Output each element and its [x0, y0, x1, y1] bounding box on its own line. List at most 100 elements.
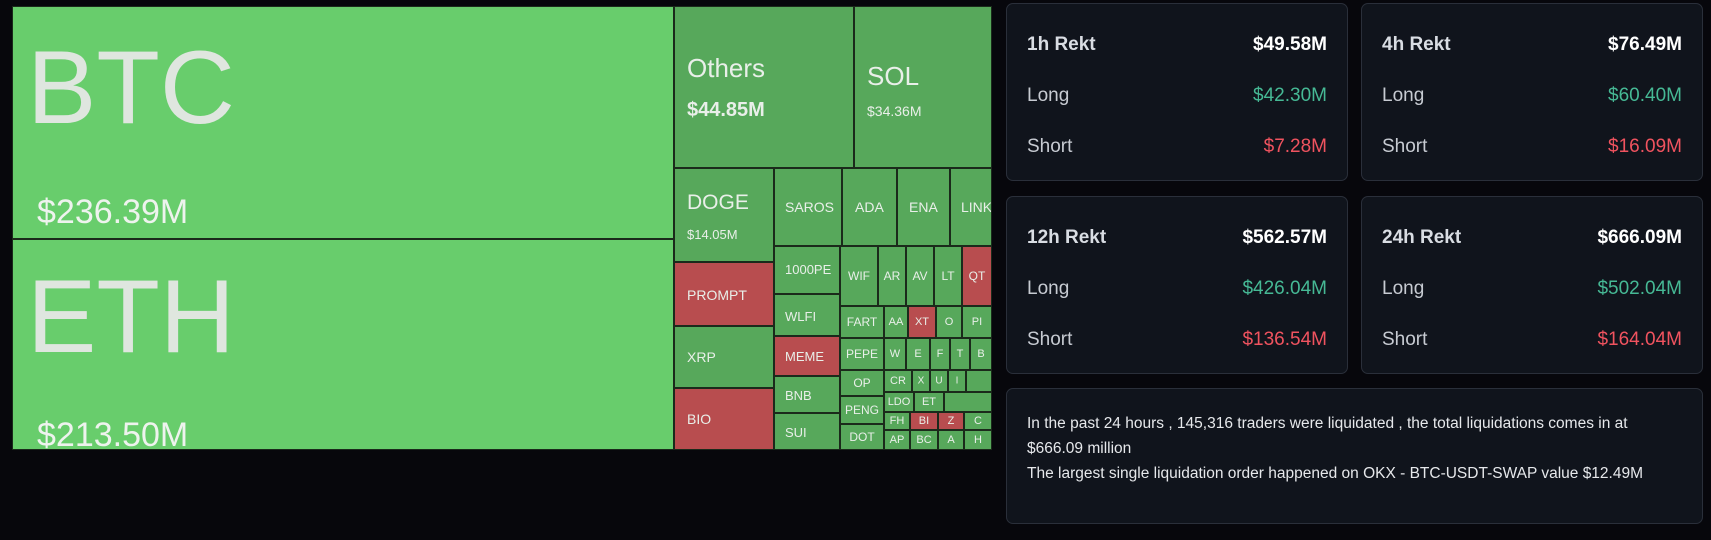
long-value: $426.04M [1242, 278, 1327, 299]
card-24h-rekt: 24h Rekt $666.09M Long $502.04M Short $164.… [1361, 196, 1703, 374]
tile-symbol: DOT [849, 430, 875, 444]
long-label: Long [1382, 85, 1425, 106]
tile-pepe[interactable]: PEPE [840, 338, 884, 370]
tile-ena[interactable]: ENA [897, 168, 950, 246]
tile-symbol: ETH [27, 259, 235, 375]
card-title: 12h Rekt [1027, 227, 1107, 248]
tile-cr[interactable]: CR [884, 370, 912, 392]
long-label: Long [1027, 85, 1070, 106]
tile-sol[interactable]: SOL $34.36M [854, 6, 992, 168]
tile-saros[interactable]: SAROS [774, 168, 842, 246]
tile-peng[interactable]: PENG [840, 396, 884, 424]
tile-symbol: BI [918, 415, 930, 427]
tile-sui[interactable]: SUI [774, 413, 840, 450]
tile-xt[interactable]: XT [908, 306, 936, 338]
tile-et[interactable]: ET [914, 392, 944, 412]
tile-others[interactable]: Others $44.85M [674, 6, 854, 168]
tile-f[interactable]: F [930, 338, 950, 370]
tile-dot[interactable]: DOT [840, 424, 884, 450]
card-title: 1h Rekt [1027, 34, 1096, 55]
long-value: $502.04M [1597, 278, 1682, 299]
tile-wif[interactable]: WIF [840, 246, 878, 306]
tile-symbol: XRP [687, 349, 716, 365]
tile-ada[interactable]: ADA [842, 168, 897, 246]
tile-doge[interactable]: DOGE $14.05M [674, 168, 774, 262]
tile-qt[interactable]: QT [962, 246, 992, 306]
short-value: $164.04M [1597, 329, 1682, 350]
tile-o[interactable]: O [936, 306, 962, 338]
tile-symbol: SUI [785, 425, 807, 440]
card-1h-rekt: 1h Rekt $49.58M Long $42.30M Short $7.28M [1006, 3, 1348, 181]
card-total: $666.09M [1597, 227, 1682, 248]
tile-u[interactable]: U [930, 370, 948, 392]
short-value: $16.09M [1608, 136, 1682, 157]
tile-b[interactable]: B [970, 338, 992, 370]
tile-meme[interactable]: MEME [774, 336, 840, 376]
card-12h-rekt: 12h Rekt $562.57M Long $426.04M Short $136.… [1006, 196, 1348, 374]
tile-lt[interactable]: LT [934, 246, 962, 306]
tile-symbol: FART [846, 315, 878, 329]
card-total: $562.57M [1242, 227, 1327, 248]
tile-symbol: DOGE [687, 191, 749, 214]
tile-bi[interactable]: BI [910, 412, 938, 430]
tile-av[interactable]: AV [906, 246, 934, 306]
tile-link[interactable]: LINK [950, 168, 992, 246]
tile-ldo[interactable]: LDO [884, 392, 914, 412]
long-label: Long [1382, 278, 1425, 299]
tile-symbol: Z [947, 415, 955, 427]
tile-c[interactable]: C [964, 412, 992, 430]
tile-symbol: SAROS [785, 199, 835, 215]
tile-prompt[interactable]: PROMPT [674, 262, 774, 326]
tile-symbol: BTC [27, 30, 235, 146]
tile-ap[interactable]: AP [884, 430, 910, 450]
tile-symbol: B [977, 348, 985, 360]
tile-z[interactable]: Z [938, 412, 964, 430]
tile-symbol: PENG [844, 403, 880, 417]
tile-fart[interactable]: FART [840, 306, 884, 338]
tile-eth[interactable]: ETH $213.50M [12, 239, 674, 450]
tile-symbol: F [936, 348, 944, 360]
tile-fh[interactable]: FH [884, 412, 910, 430]
tile-symbol: PEPE [845, 347, 879, 361]
tile-symbol: BNB [785, 388, 812, 403]
tile-t[interactable]: T [950, 338, 970, 370]
tile-wlfi[interactable]: WLFI [774, 294, 840, 336]
tile-symbol: Others [687, 53, 766, 83]
tile-h[interactable]: H [964, 430, 992, 450]
tile-symbol: T [956, 348, 964, 360]
tile-1000pepe[interactable]: 1000PE [774, 246, 840, 294]
tile-bc[interactable]: BC [910, 430, 938, 450]
tile-symbol: I [955, 375, 959, 387]
tile-w[interactable]: W [884, 338, 906, 370]
tile-bnb[interactable]: BNB [774, 376, 840, 413]
short-value: $7.28M [1263, 136, 1327, 157]
long-value: $60.40M [1608, 85, 1682, 106]
tile-ar[interactable]: AR [878, 246, 906, 306]
summary-total-text: In the past 24 hours , 145,316 traders w… [1027, 415, 1628, 457]
tile-symbol: E [914, 348, 922, 360]
tile-bio[interactable]: BIO [674, 388, 774, 450]
tile-e[interactable]: E [906, 338, 930, 370]
tile-aa[interactable]: AA [884, 306, 908, 338]
tile-symbol: BC [916, 434, 932, 446]
tile-op[interactable]: OP [840, 370, 884, 396]
tile-x[interactable]: X [912, 370, 930, 392]
summary-largest-order-text: The largest single liquidation order hap… [1027, 465, 1644, 482]
tile-i[interactable]: I [948, 370, 966, 392]
short-label: Short [1382, 329, 1428, 350]
tile-symbol: X [917, 375, 925, 387]
tile-symbol: FH [889, 415, 905, 427]
tile-value: $14.05M [687, 227, 738, 242]
tile-a[interactable]: A [938, 430, 964, 450]
liquidation-summary: In the past 24 hours , 145,316 traders w… [1006, 388, 1703, 524]
tile-xrp[interactable]: XRP [674, 326, 774, 388]
tile-symbol: C [974, 415, 982, 427]
tile-symbol: W [889, 348, 901, 360]
liquidation-treemap: BTC $236.39M ETH $213.50M Others $44.85M… [12, 6, 992, 450]
tile-btc[interactable]: BTC $236.39M [12, 6, 674, 239]
long-value: $42.30M [1253, 85, 1327, 106]
tile-pi[interactable]: PI [962, 306, 992, 338]
tile-filler [966, 370, 992, 392]
tile-symbol: MEME [785, 349, 824, 364]
tile-symbol: SOL [867, 61, 920, 91]
